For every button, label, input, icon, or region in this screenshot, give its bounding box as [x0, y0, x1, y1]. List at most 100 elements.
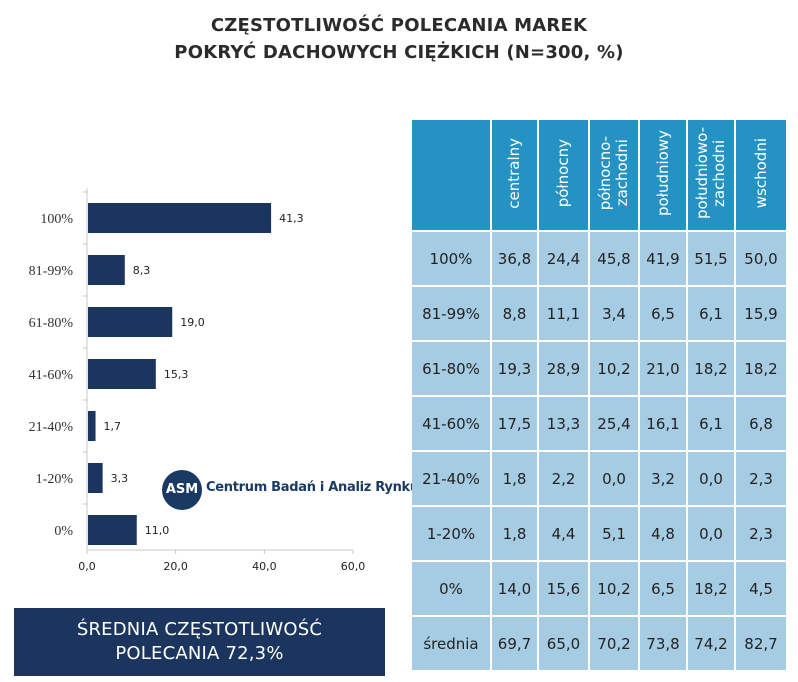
- row-label: 100%: [412, 232, 490, 285]
- table-row: 41-60% 17,5 13,3 25,4 16,1 6,1 6,8: [412, 397, 786, 450]
- data-label: 15,3: [164, 368, 189, 381]
- table-body: 100% 36,8 24,4 45,8 41,9 51,5 50,0 81-99% 8,8 11,…: [412, 232, 786, 670]
- table-cell: 2,3: [736, 452, 786, 505]
- chart-title: CZĘSTOTLIWOŚĆ POLECANIA MAREK POKRYĆ DAC…: [0, 12, 798, 66]
- bar: [88, 463, 103, 493]
- bar: [88, 203, 272, 233]
- table-cell: 0,0: [590, 452, 638, 505]
- title-line-2: POKRYĆ DACHOWYCH CIĘŻKICH (N=300, %): [174, 42, 624, 63]
- title-line-1: CZĘSTOTLIWOŚĆ POLECANIA MAREK: [210, 15, 588, 36]
- table-cell: 10,2: [590, 342, 638, 395]
- column-header: południowy: [640, 120, 686, 230]
- table-cell: 18,2: [736, 342, 786, 395]
- column-header: południowo- zachodni: [688, 120, 734, 230]
- table-cell: 24,4: [539, 232, 588, 285]
- column-header-label: południowy: [653, 130, 672, 216]
- table-cell: 70,2: [590, 617, 638, 670]
- category-label: 21-40%: [29, 420, 74, 435]
- table-cell: 50,0: [736, 232, 786, 285]
- table-cell: 69,7: [492, 617, 537, 670]
- table-cell: 16,1: [640, 397, 686, 450]
- category-label: 41-60%: [29, 368, 74, 383]
- table-cell: 15,9: [736, 287, 786, 340]
- table-cell: 15,6: [539, 562, 588, 615]
- bar-chart: 100% 41,3 81-99% 8,3 61-80% 19,0 41-60% 15,3 21-…: [29, 188, 366, 573]
- regional-table: centralny północny północno- zachodni po…: [410, 118, 788, 672]
- table-cell: 6,1: [688, 397, 734, 450]
- logo: ASM Centrum Badań i Analiz Rynku: [160, 468, 419, 512]
- row-label: średnia: [412, 617, 490, 670]
- table-cell: 8,8: [492, 287, 537, 340]
- table-row: 0% 14,0 15,6 10,2 6,5 18,2 4,5: [412, 562, 786, 615]
- x-tick-label: 40,0: [252, 560, 277, 573]
- table-cell: 6,1: [688, 287, 734, 340]
- column-header: centralny: [492, 120, 537, 230]
- category-label: 1-20%: [36, 472, 74, 487]
- table-cell: 73,8: [640, 617, 686, 670]
- column-header-label: północno- zachodni: [596, 135, 631, 211]
- table-cell: 3,2: [640, 452, 686, 505]
- table-cell: 6,5: [640, 287, 686, 340]
- table-row: 61-80% 19,3 28,9 10,2 21,0 18,2 18,2: [412, 342, 786, 395]
- column-header-label: północny: [554, 138, 572, 208]
- table-cell: 18,2: [688, 562, 734, 615]
- table-cell: 82,7: [736, 617, 786, 670]
- corner-cell: [412, 120, 490, 230]
- table-cell: 25,4: [590, 397, 638, 450]
- bar: [88, 515, 137, 545]
- table-cell: 3,4: [590, 287, 638, 340]
- row-label: 81-99%: [412, 287, 490, 340]
- table-row: 100% 36,8 24,4 45,8 41,9 51,5 50,0: [412, 232, 786, 285]
- table-cell: 18,2: [688, 342, 734, 395]
- column-header-label: wschodni: [751, 137, 770, 209]
- table-cell: 5,1: [590, 507, 638, 560]
- category-label: 81-99%: [29, 264, 74, 279]
- row-label: 41-60%: [412, 397, 490, 450]
- table-cell: 6,8: [736, 397, 786, 450]
- row-label: 21-40%: [412, 452, 490, 505]
- category-label: 61-80%: [29, 316, 74, 331]
- column-header-label: centralny: [505, 137, 523, 209]
- bar: [88, 307, 173, 337]
- table-cell: 6,5: [640, 562, 686, 615]
- row-label: 61-80%: [412, 342, 490, 395]
- table-cell: 41,9: [640, 232, 686, 285]
- x-tick-label: 20,0: [163, 560, 188, 573]
- logo-mark: ASM: [162, 470, 202, 510]
- data-label: 11,0: [145, 524, 170, 537]
- table-cell: 11,1: [539, 287, 588, 340]
- column-header-label: południowo- zachodni: [693, 127, 728, 219]
- table-row: 1-20% 1,8 4,4 5,1 4,8 0,0 2,3: [412, 507, 786, 560]
- table-cell: 4,4: [539, 507, 588, 560]
- column-header: wschodni: [736, 120, 786, 230]
- table-cell: 51,5: [688, 232, 734, 285]
- table-cell: 4,8: [640, 507, 686, 560]
- table-cell: 74,2: [688, 617, 734, 670]
- logo-name: Centrum Badań i Analiz Rynku: [206, 480, 419, 495]
- x-tick-label: 0,0: [78, 560, 96, 573]
- table-cell: 1,8: [492, 507, 537, 560]
- data-label: 19,0: [180, 316, 205, 329]
- table-cell: 14,0: [492, 562, 537, 615]
- table-cell: 45,8: [590, 232, 638, 285]
- row-label: 0%: [412, 562, 490, 615]
- column-header: północny: [539, 120, 588, 230]
- table-cell: 1,8: [492, 452, 537, 505]
- data-label: 8,3: [133, 264, 151, 277]
- column-header: północno- zachodni: [590, 120, 638, 230]
- average-box: ŚREDNIA CZĘSTOTLIWOŚĆ POLECANIA 72,3%: [14, 608, 385, 676]
- table-cell: 2,2: [539, 452, 588, 505]
- table-cell: 17,5: [492, 397, 537, 450]
- x-tick-label: 60,0: [341, 560, 366, 573]
- average-line-1: ŚREDNIA CZĘSTOTLIWOŚĆ: [76, 619, 323, 640]
- data-label: 41,3: [279, 212, 304, 225]
- bar: [88, 255, 125, 285]
- table-cell: 13,3: [539, 397, 588, 450]
- row-label: 1-20%: [412, 507, 490, 560]
- table-cell: 28,9: [539, 342, 588, 395]
- bar: [88, 359, 156, 389]
- table-row: 21-40% 1,8 2,2 0,0 3,2 0,0 2,3: [412, 452, 786, 505]
- data-label: 1,7: [104, 420, 122, 433]
- data-label: 3,3: [111, 472, 129, 485]
- table-cell: 0,0: [688, 507, 734, 560]
